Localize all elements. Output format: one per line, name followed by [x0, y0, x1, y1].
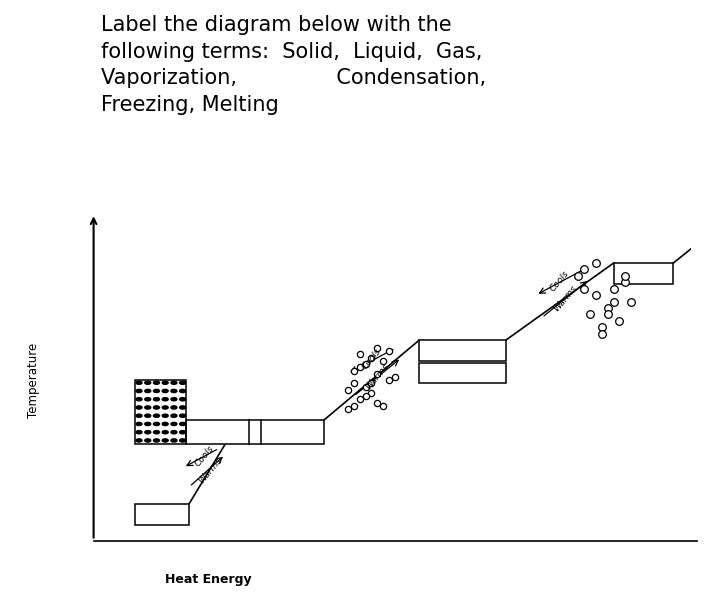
- Text: Label the diagram below with the: Label the diagram below with the: [101, 15, 451, 35]
- Text: Cools: Cools: [549, 268, 571, 293]
- Circle shape: [171, 397, 177, 401]
- Circle shape: [171, 390, 177, 393]
- Circle shape: [162, 431, 168, 434]
- Circle shape: [153, 414, 159, 418]
- Text: Warms: Warms: [552, 283, 579, 313]
- Circle shape: [145, 439, 150, 442]
- Text: Cools: Cools: [360, 347, 383, 372]
- Circle shape: [145, 390, 150, 393]
- Text: following terms:  Solid,  Liquid,  Gas,: following terms: Solid, Liquid, Gas,: [101, 42, 482, 62]
- Text: Temperature: Temperature: [27, 343, 40, 418]
- Text: Warms: Warms: [197, 456, 224, 485]
- Circle shape: [153, 381, 159, 384]
- Circle shape: [153, 422, 159, 425]
- Circle shape: [162, 406, 168, 409]
- Circle shape: [171, 422, 177, 425]
- Circle shape: [180, 439, 186, 442]
- Circle shape: [136, 406, 142, 409]
- Text: Cools: Cools: [193, 444, 215, 469]
- Circle shape: [162, 390, 168, 393]
- Circle shape: [136, 381, 142, 384]
- Text: Heat Energy: Heat Energy: [166, 573, 252, 586]
- Bar: [613, 263, 673, 284]
- Circle shape: [180, 381, 186, 384]
- Circle shape: [180, 422, 186, 425]
- Circle shape: [162, 414, 168, 418]
- Bar: [261, 421, 324, 444]
- Circle shape: [153, 406, 159, 409]
- Circle shape: [136, 439, 142, 442]
- Text: Freezing, Melting: Freezing, Melting: [101, 95, 279, 115]
- Circle shape: [171, 414, 177, 418]
- Circle shape: [162, 439, 168, 442]
- Circle shape: [171, 439, 177, 442]
- Circle shape: [153, 439, 159, 442]
- Circle shape: [153, 397, 159, 401]
- Circle shape: [145, 381, 150, 384]
- Circle shape: [153, 390, 159, 393]
- Circle shape: [145, 406, 150, 409]
- Circle shape: [136, 431, 142, 434]
- Circle shape: [136, 422, 142, 425]
- Circle shape: [145, 397, 150, 401]
- Circle shape: [180, 390, 186, 393]
- Circle shape: [180, 406, 186, 409]
- Circle shape: [180, 431, 186, 434]
- Bar: [135, 504, 189, 525]
- Circle shape: [171, 431, 177, 434]
- Circle shape: [162, 381, 168, 384]
- Bar: [419, 340, 506, 361]
- Circle shape: [180, 414, 186, 418]
- Circle shape: [145, 422, 150, 425]
- Bar: [419, 362, 506, 383]
- Bar: [135, 380, 186, 444]
- Circle shape: [136, 414, 142, 418]
- Circle shape: [171, 381, 177, 384]
- Bar: [186, 421, 249, 444]
- Circle shape: [136, 390, 142, 393]
- Circle shape: [180, 397, 186, 401]
- Text: Vaporization,               Condensation,: Vaporization, Condensation,: [101, 68, 486, 89]
- Text: Warms: Warms: [364, 362, 391, 392]
- Circle shape: [162, 397, 168, 401]
- Circle shape: [171, 406, 177, 409]
- Circle shape: [162, 422, 168, 425]
- Circle shape: [145, 414, 150, 418]
- Circle shape: [153, 431, 159, 434]
- Circle shape: [145, 431, 150, 434]
- Circle shape: [136, 397, 142, 401]
